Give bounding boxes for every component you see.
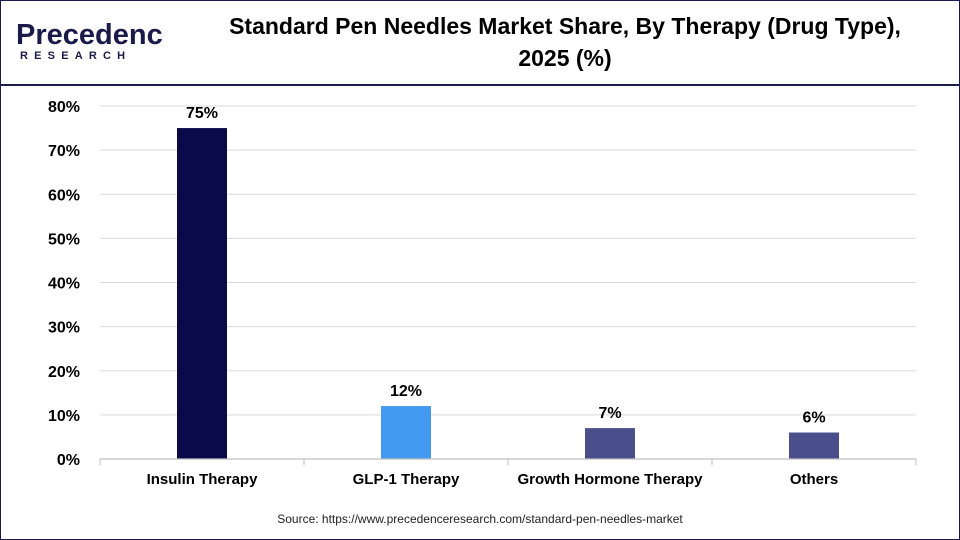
chart-title-line-2: 2025 (%) — [518, 45, 612, 71]
x-axis: Insulin Therapy GLP-1 Therapy Growth Hormo… — [99, 458, 917, 488]
logo-letter: Precedence — [16, 19, 164, 51]
y-tick-label: 30% — [48, 320, 80, 337]
y-tick-label: 80% — [48, 99, 80, 116]
bar — [585, 428, 635, 459]
header: Precedence RESEARCH Standard Pen Needles… — [0, 0, 960, 84]
y-tick-label: 20% — [48, 364, 80, 381]
source-note: Source: https://www.precedenceresearch.c… — [277, 512, 683, 526]
y-axis: 0% 10% 20% 30% 40% 50% 60% 70% 80% — [48, 99, 80, 469]
chart-title: Standard Pen Needles Market Share, By Th… — [190, 10, 940, 74]
bar-chart: 0% 10% 20% 30% 40% 50% 60% 70% 80% 75% 12% 7% 6% In… — [48, 99, 917, 488]
data-label: 6% — [802, 410, 825, 427]
bar — [381, 406, 431, 459]
y-tick-label: 70% — [48, 143, 80, 160]
y-tick-label: 10% — [48, 408, 80, 425]
y-tick-label: 40% — [48, 276, 80, 293]
bars — [177, 128, 839, 459]
y-tick-label: 0% — [57, 452, 80, 469]
data-labels: 75% 12% 7% 6% — [186, 105, 826, 426]
logo-sub: RESEARCH — [20, 50, 131, 62]
x-tick-label: Growth Hormone Therapy — [517, 471, 703, 488]
chart-title-line-1: Standard Pen Needles Market Share, By Th… — [229, 13, 901, 39]
x-tick-label: GLP-1 Therapy — [353, 471, 460, 488]
y-tick-label: 60% — [48, 187, 80, 204]
data-label: 75% — [186, 105, 218, 122]
x-tick-label: Others — [790, 471, 838, 488]
y-tick-label: 50% — [48, 231, 80, 248]
data-label: 12% — [390, 383, 422, 400]
data-label: 7% — [598, 405, 621, 422]
x-tick-label: Insulin Therapy — [147, 471, 259, 488]
header-divider — [0, 84, 960, 86]
precedence-logo: Precedence RESEARCH — [16, 19, 164, 62]
bar — [177, 128, 227, 459]
gridlines — [100, 105, 916, 416]
bar — [789, 432, 839, 459]
